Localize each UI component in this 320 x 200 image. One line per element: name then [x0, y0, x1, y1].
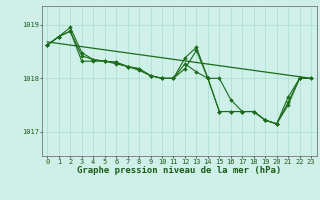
X-axis label: Graphe pression niveau de la mer (hPa): Graphe pression niveau de la mer (hPa) [77, 166, 281, 175]
